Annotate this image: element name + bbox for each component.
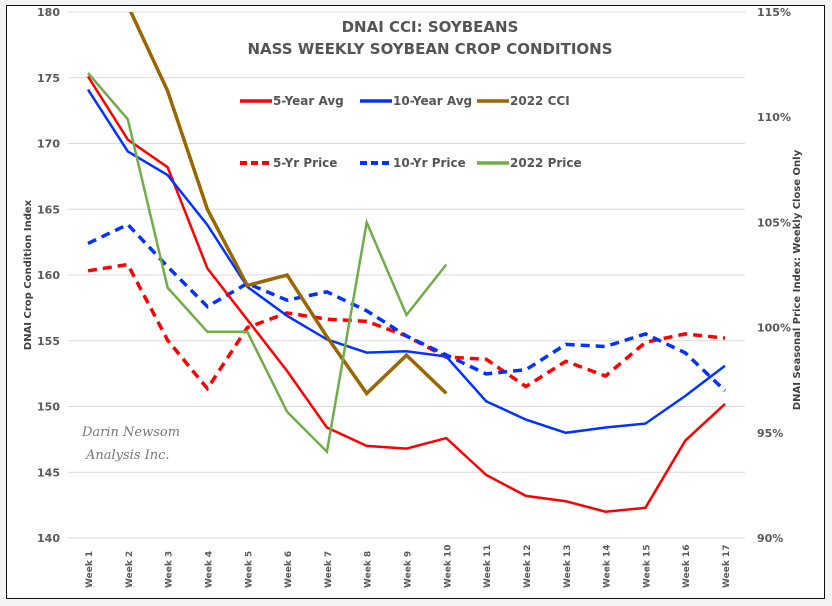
left-axis-ticks: 140 145 150 155 160 165 170 175 180 <box>37 6 60 545</box>
y-tick-label: 180 <box>37 6 60 19</box>
legend-label: 5-Yr Price <box>273 156 337 170</box>
y-tick-label: 140 <box>37 532 60 545</box>
watermark-line-2: Analysis Inc. <box>85 448 170 463</box>
y-tick-label: 170 <box>37 138 60 151</box>
x-tick-label: Week 1 <box>85 551 95 588</box>
y-tick-label: 175 <box>37 72 60 85</box>
chart-subtitle: NASS WEEKLY SOYBEAN CROP CONDITIONS <box>247 40 612 58</box>
y2-tick-label: 115% <box>757 6 791 19</box>
y2-tick-label: 100% <box>757 322 791 335</box>
series-line-10-year-avg <box>86 88 726 435</box>
legend-label: 2022 Price <box>510 156 582 170</box>
legend-label: 10-Year Avg <box>393 94 472 108</box>
legend-label: 10-Yr Price <box>393 156 466 170</box>
series-line-2022-cci <box>128 12 448 397</box>
y-tick-label: 145 <box>37 466 60 479</box>
x-tick-label: Week 13 <box>563 545 573 588</box>
series-line-5-year-avg <box>86 75 726 513</box>
series-line-10-yr-price <box>87 222 727 392</box>
y2-tick-label: 105% <box>757 216 791 229</box>
right-axis-ticks: 90% 95% 100% 105% 110% 115% <box>757 6 791 545</box>
x-tick-label: Week 16 <box>682 545 692 588</box>
y-tick-label: 160 <box>37 269 60 282</box>
x-tick-label: Week 12 <box>523 545 533 588</box>
x-tick-label: Week 4 <box>204 551 214 588</box>
x-axis-ticks: Week 1 Week 2 Week 3 Week 4 Week 5 Week 6 Week… <box>85 545 732 588</box>
series-line-2022-price <box>87 72 448 455</box>
y2-tick-label: 95% <box>757 427 783 440</box>
x-tick-label: Week 17 <box>722 545 732 588</box>
y-tick-label: 150 <box>37 401 60 414</box>
x-tick-label: Week 15 <box>642 545 652 588</box>
y2-tick-label: 110% <box>757 111 791 124</box>
legend-label: 2022 CCI <box>510 94 570 108</box>
gridlines <box>68 11 745 539</box>
x-tick-label: Week 8 <box>364 551 374 588</box>
x-tick-label: Week 3 <box>165 551 175 588</box>
y-tick-label: 165 <box>37 203 60 216</box>
x-tick-label: Week 5 <box>244 551 254 588</box>
x-tick-label: Week 7 <box>324 551 334 588</box>
x-tick-label: Week 2 <box>125 551 135 588</box>
y2-axis-label: DNAI Seasonal Price Index: Weekly Close … <box>792 149 803 410</box>
watermark-line-1: Darin Newsom <box>81 425 180 440</box>
legend: 5-Year Avg 10-Year Avg 2022 CCI 5-Yr Price 1… <box>240 94 582 170</box>
legend-label: 5-Year Avg <box>273 94 344 108</box>
x-tick-label: Week 9 <box>404 551 414 588</box>
y-tick-label: 155 <box>37 335 60 348</box>
y-axis-label: DNAI Crop Condition Index <box>23 199 34 350</box>
x-tick-label: Week 6 <box>284 551 294 588</box>
x-tick-label: Week 10 <box>443 545 453 588</box>
y2-tick-label: 90% <box>757 532 783 545</box>
x-tick-label: Week 14 <box>603 545 613 588</box>
chart-title: DNAI CCI: SOYBEANS <box>342 18 519 36</box>
series-lines <box>86 12 727 513</box>
x-tick-label: Week 11 <box>483 545 493 588</box>
